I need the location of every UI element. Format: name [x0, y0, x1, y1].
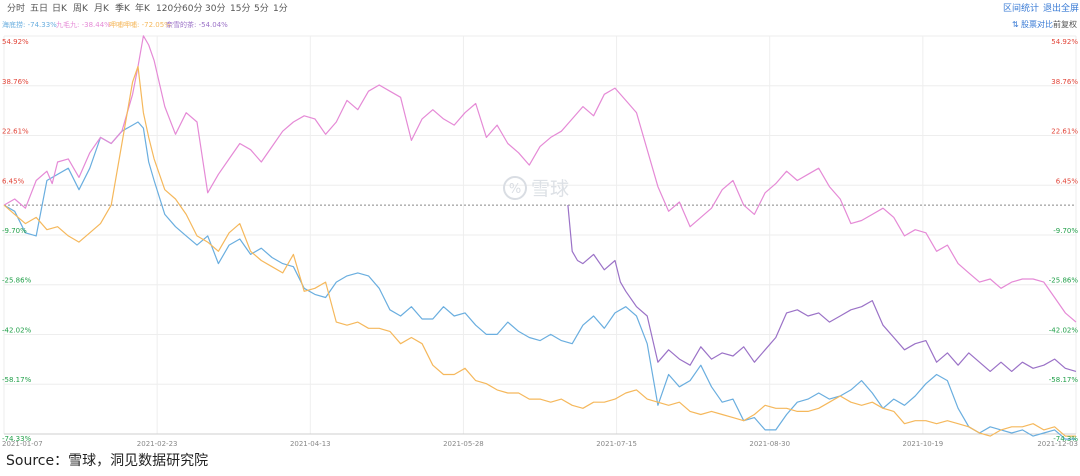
series-layer	[3, 35, 1077, 440]
watermark-text: 雪球	[531, 178, 569, 200]
period-tab-quarterly-k[interactable]: 季K	[115, 4, 130, 14]
legend-name: 奈雪的茶	[166, 21, 194, 29]
legend-value: -38.44%	[81, 21, 111, 29]
legend-name: 海底捞	[2, 21, 23, 29]
y-tick-label-right: -58.17%	[1049, 376, 1079, 384]
period-tab-5min[interactable]: 5分	[254, 4, 269, 14]
source-caption: Source：雪球，洞见数据研究院	[6, 453, 209, 469]
x-tick-label: 2021-02-23	[137, 440, 178, 448]
y-tick-label-right: -9.70%	[1053, 227, 1078, 235]
series-line-0	[3, 121, 1076, 440]
y-tick-label-left: 54.92%	[2, 38, 29, 46]
period-tab-yearly-k[interactable]: 年K	[135, 4, 150, 14]
period-tab-5day[interactable]: 五日	[30, 4, 49, 14]
axis-layer: 54.92% 54.92% 38.76% 38.76% 22.61% 22.61% 6.45…	[2, 38, 1078, 448]
y-tick-label-right: -42.02%	[1049, 327, 1079, 335]
period-tab-weekly-k[interactable]: 周K	[73, 4, 88, 14]
period-tab-fenshi[interactable]: 分时	[7, 4, 26, 14]
legend-item-haidilao: 海底捞: -74.33%	[2, 21, 57, 29]
y-tick-label-left: 38.76%	[2, 78, 29, 86]
period-toolbar: 分时 五日 日K 周K 月K 季K 年K 120分 60分 30分 15分 5分…	[0, 0, 1080, 20]
series-line-1	[3, 35, 1077, 323]
legend-value: -54.04%	[198, 21, 228, 29]
stock-compare-button[interactable]: 股票对比	[1021, 20, 1053, 29]
legend-item-xiabuxiabu: 呷哺呷哺: -72.05%	[109, 21, 171, 29]
x-tick-label: 2021-04-13	[290, 440, 331, 448]
period-tab-1min[interactable]: 1分	[273, 4, 288, 14]
series-line-2	[3, 65, 1076, 437]
period-tab-15min[interactable]: 15分	[230, 4, 251, 14]
period-tab-120min[interactable]: 120分	[156, 4, 183, 14]
period-tab-monthly-k[interactable]: 月K	[94, 4, 109, 14]
period-tab-30min[interactable]: 30分	[205, 4, 226, 14]
y-tick-label-left: 22.61%	[2, 127, 29, 135]
y-tick-label-right: 22.61%	[1051, 127, 1078, 135]
series-line-3	[567, 205, 1077, 372]
x-tick-label: 2021-01-07	[2, 440, 43, 448]
y-tick-label-left: 6.45%	[2, 177, 25, 185]
period-tab-60min[interactable]: 60分	[182, 4, 203, 14]
legend-value: -74.33%	[27, 21, 57, 29]
y-tick-label-left: -25.86%	[2, 277, 32, 285]
y-tick-label-right: 54.92%	[1051, 38, 1078, 46]
grid-layer	[3, 35, 1077, 435]
y-tick-label-right: -74.3%	[1053, 435, 1078, 443]
watermark-logo-circle	[503, 176, 527, 200]
range-stats-button[interactable]: 区间统计	[1003, 4, 1040, 14]
comparison-line-chart: % 雪球 54.92% 54.92% 38.76% 38.76% 22.61% 22.61…	[2, 35, 1078, 448]
legend-value: -72.05%	[141, 21, 171, 29]
y-tick-label-right: 6.45%	[1056, 177, 1079, 185]
x-tick-label: 2021-12-03	[1037, 440, 1078, 448]
x-tick-label: 2021-07-15	[596, 440, 637, 448]
series-legend: 海底捞: -74.33% 九毛九: -38.44% 呷哺呷哺: -72.05% …	[0, 20, 1080, 32]
period-tab-daily-k[interactable]: 日K	[52, 4, 67, 14]
x-tick-label: 2021-05-28	[443, 440, 484, 448]
y-tick-label-left: -74.33%	[2, 435, 32, 443]
x-tick-label: 2021-08-30	[749, 440, 790, 448]
compare-icon[interactable]: ⇅	[1012, 20, 1019, 29]
forward-adjust-toggle[interactable]: 前复权	[1053, 20, 1077, 29]
y-tick-label-left: -9.70%	[2, 227, 27, 235]
watermark: % 雪球	[503, 176, 569, 200]
legend-name: 呷哺呷哺	[109, 21, 137, 29]
x-tick-label: 2021-10-19	[903, 440, 944, 448]
y-tick-label-right: -25.86%	[1049, 277, 1079, 285]
y-tick-label-left: -58.17%	[2, 376, 32, 384]
exit-fullscreen-button[interactable]: 退出全屏	[1043, 4, 1080, 14]
legend-item-jiumaojiu: 九毛九: -38.44%	[56, 21, 111, 29]
legend-name: 九毛九	[56, 21, 77, 29]
y-tick-label-right: 38.76%	[1051, 78, 1078, 86]
watermark-logo-glyph: %	[509, 182, 521, 197]
legend-item-nayuki: 奈雪的茶: -54.04%	[166, 21, 228, 29]
y-tick-label-left: -42.02%	[2, 327, 32, 335]
